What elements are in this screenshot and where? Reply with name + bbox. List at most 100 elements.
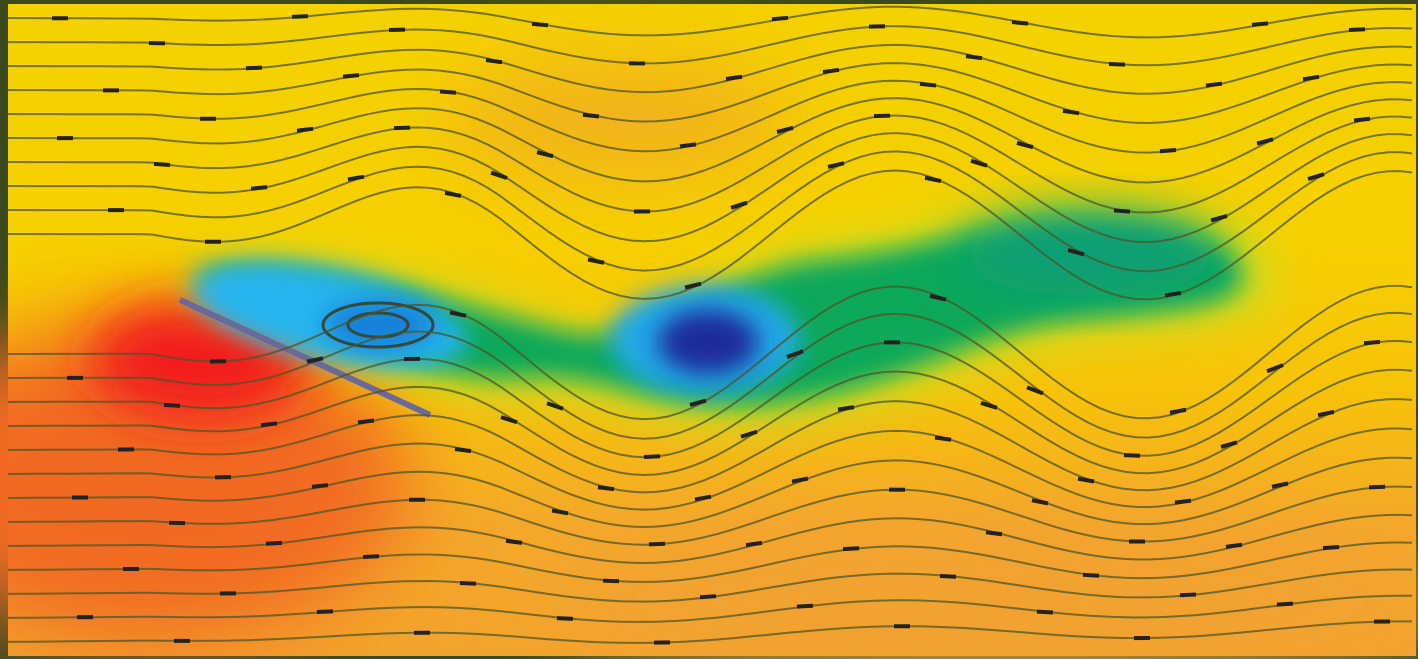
flow-arrow	[929, 293, 947, 302]
flow-arrow	[1276, 601, 1294, 607]
flow-arrow	[444, 190, 462, 198]
red-region	[0, 320, 410, 640]
flow-arrow	[587, 257, 605, 265]
flow-arrow	[296, 126, 314, 133]
flow-arrow	[694, 494, 712, 502]
flow-arrow	[1210, 213, 1228, 223]
flow-arrow	[1164, 290, 1182, 298]
flow-arrow	[740, 429, 758, 439]
flow-arrow	[679, 142, 697, 149]
flow-arrow	[643, 454, 661, 460]
flow-arrow	[311, 483, 329, 489]
flow-arrow	[536, 150, 554, 159]
streamline	[8, 97, 1413, 184]
flow-arrow	[980, 401, 998, 410]
flow-arrow	[597, 485, 615, 492]
streamline	[8, 311, 1413, 440]
flow-arrow	[250, 185, 268, 191]
flow-arrow	[546, 401, 564, 411]
flow-arrow	[500, 415, 518, 425]
closed-streamline	[321, 301, 435, 349]
flow-arrow	[393, 125, 411, 131]
flow-arrow	[837, 405, 855, 412]
flow-arrow	[796, 603, 814, 609]
flow-arrow	[316, 609, 334, 614]
flow-arrow	[1363, 339, 1381, 346]
flow-arrow	[1220, 440, 1238, 449]
flow-arrow	[873, 113, 891, 119]
flow-arrow	[919, 81, 937, 88]
streamline	[7, 339, 1413, 459]
streamline	[7, 79, 1413, 154]
flow-arrow	[1368, 484, 1386, 490]
plate	[178, 297, 432, 418]
streamline	[7, 594, 1413, 623]
flow-arrow	[531, 21, 549, 28]
flow-arrow	[842, 546, 860, 552]
flow-arrow	[306, 356, 324, 364]
flow-arrow	[1205, 81, 1223, 88]
flow-arrow	[1016, 141, 1034, 150]
streamline	[7, 456, 1413, 529]
flow-arrow	[153, 161, 171, 167]
flow-arrow	[1026, 385, 1044, 396]
flow-arrow	[771, 15, 789, 22]
flow-arrow	[362, 554, 380, 560]
flow-arrow	[1317, 409, 1335, 418]
flow-arrow	[1031, 498, 1049, 506]
flow-arrow	[439, 89, 457, 95]
flow-arrow	[1123, 453, 1141, 458]
flow-arrow	[1174, 498, 1192, 505]
flow-arrow	[786, 349, 804, 359]
flow-arrow	[745, 540, 763, 548]
streamline	[7, 43, 1413, 95]
streamline	[8, 114, 1413, 214]
flow-arrow	[1169, 407, 1187, 415]
flow-arrow	[1077, 476, 1095, 484]
flow-arrow	[1011, 20, 1029, 26]
flow-arrow	[924, 175, 942, 183]
vortex-1-core	[325, 300, 435, 350]
streamline	[7, 620, 1412, 644]
flow-arrow	[1322, 544, 1340, 551]
streamline	[7, 25, 1413, 67]
streamlines	[7, 5, 1413, 645]
flow-arrow	[449, 310, 467, 318]
flow-arrow	[648, 541, 666, 547]
flow-arrow	[699, 594, 717, 600]
flow-arrow	[1159, 148, 1177, 154]
streamline	[8, 513, 1413, 565]
flow-arrow	[730, 200, 748, 210]
flow-arrow	[505, 538, 523, 545]
flow-arrow	[939, 573, 957, 579]
flow-arrow	[582, 112, 600, 119]
flow-arrow	[1348, 27, 1366, 32]
flow-arrow	[556, 616, 574, 621]
flow-arrow	[822, 67, 840, 74]
streamline	[8, 132, 1413, 244]
flow-arrow	[1108, 61, 1126, 67]
streamline	[8, 485, 1413, 546]
vortex-3	[960, 215, 1220, 295]
streamline	[7, 5, 1413, 39]
streamline	[7, 62, 1413, 125]
flow-arrow	[260, 421, 278, 428]
pressure-blobs	[0, 60, 1418, 659]
flow-arrow	[1271, 481, 1289, 489]
flow-arrow	[347, 174, 365, 182]
flow-arrow	[357, 418, 375, 425]
streamline	[7, 398, 1413, 494]
flow-arrow	[602, 578, 620, 584]
flow-arrow	[291, 14, 309, 19]
flow-arrow	[725, 74, 743, 81]
flow-arrow	[245, 65, 263, 71]
flow-arrow	[342, 73, 360, 79]
flow-arrow	[689, 398, 707, 407]
flow-arrow	[163, 402, 181, 408]
flow-arrow	[1179, 592, 1197, 598]
flow-arrow	[1256, 137, 1274, 146]
flow-arrow	[791, 476, 809, 484]
flow-arrow	[1082, 572, 1100, 578]
